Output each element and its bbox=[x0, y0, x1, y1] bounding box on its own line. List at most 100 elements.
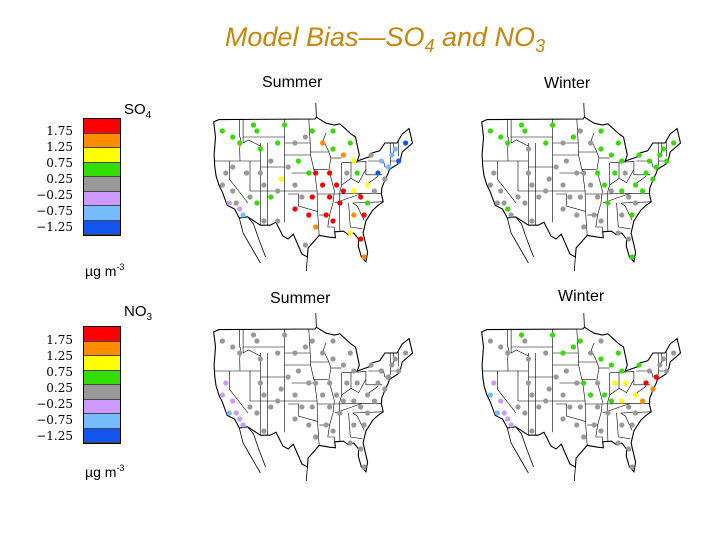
bias-marker bbox=[403, 350, 409, 356]
bias-marker bbox=[295, 158, 301, 164]
bias-marker bbox=[330, 218, 336, 224]
bias-marker bbox=[615, 230, 621, 236]
bias-marker bbox=[553, 374, 559, 380]
map-panel-so4-winter bbox=[466, 103, 694, 271]
bias-marker bbox=[522, 128, 528, 134]
bias-marker bbox=[347, 140, 353, 146]
state-boundary bbox=[288, 193, 318, 212]
bias-marker bbox=[543, 350, 549, 356]
bias-marker bbox=[577, 338, 583, 344]
bias-marker bbox=[320, 182, 326, 188]
bias-marker bbox=[323, 422, 329, 428]
bias-marker bbox=[605, 410, 611, 416]
bias-marker bbox=[560, 182, 566, 188]
bias-marker bbox=[598, 146, 604, 152]
bias-marker bbox=[515, 194, 521, 200]
legend-ticks-so4: 1.75 1.25 0.75 0.25 −0.25 −0.75 −1.25 bbox=[3, 124, 73, 244]
state-boundary bbox=[507, 119, 510, 162]
bias-marker bbox=[560, 206, 566, 212]
bias-marker bbox=[560, 416, 566, 422]
bias-marker bbox=[333, 392, 340, 398]
bias-marker bbox=[522, 410, 528, 416]
coast-line bbox=[573, 466, 576, 481]
bias-marker bbox=[543, 188, 549, 194]
bias-marker bbox=[626, 194, 632, 200]
bias-marker bbox=[403, 140, 409, 146]
bias-marker bbox=[375, 170, 381, 176]
bias-marker bbox=[299, 404, 305, 410]
bias-marker bbox=[392, 146, 398, 152]
bias-marker bbox=[671, 350, 677, 356]
bias-marker bbox=[327, 380, 333, 386]
bias-marker bbox=[605, 200, 611, 206]
bias-marker bbox=[330, 428, 336, 434]
legend-tick-label: −0.75 bbox=[36, 204, 73, 218]
bias-marker bbox=[368, 152, 374, 158]
bias-marker bbox=[536, 194, 542, 200]
bias-marker bbox=[340, 398, 346, 404]
state-boundary bbox=[510, 119, 529, 147]
coast-line bbox=[583, 313, 585, 328]
bias-marker bbox=[254, 128, 260, 134]
bias-marker bbox=[588, 182, 594, 188]
bias-marker bbox=[309, 194, 315, 200]
bias-marker bbox=[546, 386, 552, 392]
legend-tick-label: −0.25 bbox=[36, 397, 73, 411]
bias-marker bbox=[250, 332, 257, 338]
bias-marker bbox=[327, 194, 333, 200]
legend-swatch bbox=[84, 327, 120, 342]
bias-marker bbox=[595, 380, 601, 386]
bias-marker bbox=[254, 338, 260, 344]
bias-marker bbox=[657, 152, 663, 158]
us-outline bbox=[213, 116, 414, 263]
bias-marker bbox=[577, 194, 583, 200]
bias-marker bbox=[653, 374, 659, 380]
bias-marker bbox=[344, 380, 350, 386]
bias-marker bbox=[550, 122, 556, 128]
bias-marker bbox=[608, 152, 614, 158]
bias-marker bbox=[365, 200, 371, 206]
bias-marker bbox=[320, 392, 326, 398]
bias-marker bbox=[574, 380, 580, 386]
bias-marker bbox=[646, 368, 652, 374]
bias-marker bbox=[226, 200, 232, 206]
bias-marker bbox=[581, 224, 587, 230]
bias-marker bbox=[365, 182, 371, 188]
bias-marker bbox=[268, 194, 274, 200]
legend-swatch bbox=[84, 133, 120, 148]
state-boundary bbox=[595, 151, 603, 232]
bias-marker bbox=[588, 392, 594, 398]
state-boundary bbox=[590, 132, 598, 153]
bias-marker bbox=[347, 440, 353, 446]
bias-marker bbox=[295, 368, 301, 374]
bias-marker bbox=[219, 182, 225, 188]
bias-marker bbox=[292, 392, 298, 398]
bias-marker bbox=[230, 188, 236, 194]
bias-marker bbox=[636, 152, 642, 158]
bias-marker bbox=[615, 350, 621, 356]
state-boundary bbox=[618, 436, 631, 440]
bias-marker bbox=[361, 464, 367, 470]
bias-marker bbox=[351, 212, 357, 218]
bias-marker bbox=[574, 170, 580, 176]
legend-ticks-no3: 1.75 1.25 0.75 0.25 −0.25 −0.75 −1.25 bbox=[3, 333, 73, 453]
bias-marker bbox=[626, 236, 632, 242]
bias-marker bbox=[254, 200, 260, 206]
season-label-winter-top: Winter bbox=[544, 75, 591, 92]
bias-marker bbox=[653, 164, 659, 170]
bias-marker bbox=[598, 338, 604, 344]
bias-marker bbox=[389, 362, 395, 368]
bias-marker bbox=[340, 188, 346, 194]
bias-marker bbox=[518, 122, 525, 128]
coast-line bbox=[515, 216, 534, 258]
bias-marker bbox=[327, 404, 333, 410]
state-boundary bbox=[242, 119, 261, 147]
state-boundary bbox=[609, 371, 635, 396]
legend-tick-label: 1.75 bbox=[46, 124, 73, 138]
bias-marker bbox=[643, 380, 649, 386]
legend-swatch bbox=[84, 162, 120, 177]
state-boundary bbox=[229, 371, 249, 414]
bias-marker bbox=[505, 416, 511, 422]
bias-marker bbox=[639, 188, 646, 194]
bias-marker bbox=[664, 158, 670, 164]
